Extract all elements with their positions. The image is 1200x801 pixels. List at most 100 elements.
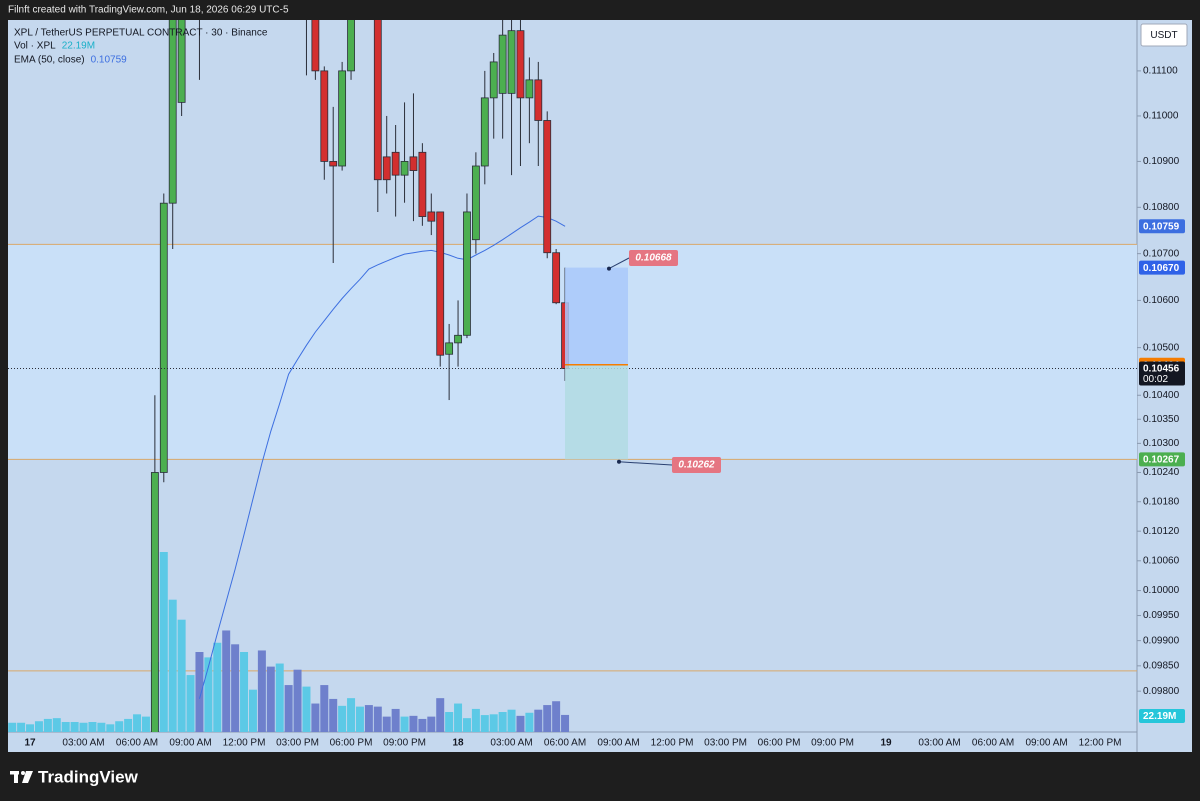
callout-label: 0.10262 bbox=[678, 460, 715, 471]
volume-bar bbox=[355, 706, 364, 732]
x-tick-label: 18 bbox=[452, 738, 464, 749]
volume-bar bbox=[409, 715, 418, 732]
volume-bar bbox=[79, 722, 88, 732]
x-tick-label: 19 bbox=[881, 738, 893, 749]
volume-bar bbox=[177, 619, 186, 732]
volume-bar bbox=[88, 722, 97, 732]
volume-bar bbox=[534, 709, 543, 732]
callout-label: 0.10668 bbox=[635, 253, 672, 264]
x-tick-label: 09:00 PM bbox=[383, 738, 426, 749]
volume-bar bbox=[561, 714, 570, 732]
candle-body bbox=[454, 334, 462, 344]
legend-title: XPL / TetherUS PERPETUAL CONTRACT · 30 ·… bbox=[14, 28, 268, 39]
y-tick-label: 0.09900 bbox=[1143, 635, 1180, 646]
volume-bar bbox=[284, 685, 293, 732]
volume-bar bbox=[26, 724, 35, 732]
y-tick-label: 0.09850 bbox=[1143, 660, 1180, 671]
volume-bar bbox=[489, 714, 498, 732]
volume-bar bbox=[195, 652, 204, 732]
volume-bar bbox=[454, 703, 463, 732]
x-tick-label: 09:00 AM bbox=[1025, 738, 1067, 749]
x-tick-label: 12:00 PM bbox=[651, 738, 694, 749]
price-axis bbox=[1137, 20, 1192, 752]
volume-bar bbox=[8, 722, 17, 732]
volume-bar bbox=[293, 669, 302, 732]
y-tick-label: 0.10600 bbox=[1143, 295, 1180, 306]
volume-bar bbox=[159, 552, 168, 732]
volume-bar bbox=[391, 708, 400, 732]
x-tick-label: 06:00 PM bbox=[758, 738, 801, 749]
callout-box[interactable] bbox=[672, 457, 721, 473]
target-zone bbox=[565, 267, 628, 365]
candle-body bbox=[311, 20, 320, 72]
candle-body bbox=[373, 20, 382, 181]
volume-bar bbox=[168, 599, 177, 732]
time-axis bbox=[8, 732, 1137, 752]
volume-bar bbox=[311, 703, 320, 732]
candle-body bbox=[177, 20, 186, 103]
x-tick-label: 06:00 AM bbox=[972, 738, 1014, 749]
header: Filnft created with TradingView.com, Jun… bbox=[8, 5, 289, 16]
price-tag bbox=[1139, 452, 1185, 467]
volume-bar bbox=[418, 718, 427, 732]
volume-bar bbox=[213, 642, 222, 732]
brand-logo bbox=[10, 771, 33, 783]
candle-body bbox=[320, 70, 329, 162]
candle-body bbox=[516, 30, 525, 99]
stop-zone bbox=[565, 364, 628, 460]
volume-bar bbox=[43, 718, 52, 732]
volume-bar bbox=[34, 721, 43, 732]
currency-box[interactable] bbox=[1140, 23, 1188, 47]
candle-body bbox=[525, 79, 534, 99]
legend-volume-value: 22.19M bbox=[62, 41, 95, 52]
x-tick-label: 09:00 AM bbox=[169, 738, 211, 749]
price-tag-label: 0.10759 bbox=[1143, 221, 1180, 232]
x-tick-label: 06:00 PM bbox=[330, 738, 373, 749]
candle-body bbox=[418, 151, 427, 217]
price-tag bbox=[1139, 260, 1185, 275]
candle-body bbox=[427, 211, 436, 222]
x-tick-label: 12:00 PM bbox=[223, 738, 266, 749]
volume-bar bbox=[275, 663, 284, 732]
volume-bar bbox=[186, 675, 195, 732]
candle-body bbox=[159, 202, 168, 473]
x-tick-label: 06:00 AM bbox=[544, 738, 586, 749]
candle-body bbox=[400, 161, 409, 176]
countdown: 00:02 bbox=[1143, 374, 1168, 385]
volume-bar bbox=[248, 689, 257, 732]
volume-bar bbox=[400, 716, 409, 732]
callout-line bbox=[608, 257, 630, 270]
candle-body bbox=[463, 211, 471, 336]
volume-bar bbox=[543, 705, 552, 732]
candle-body bbox=[543, 120, 552, 254]
y-tick-label: 0.10240 bbox=[1143, 467, 1180, 478]
volume-bar bbox=[240, 652, 249, 732]
volume-bar bbox=[382, 716, 391, 732]
overlay: 0.10668 0.10262 bbox=[565, 250, 721, 473]
callout-box[interactable] bbox=[629, 250, 678, 266]
legend-ema-value: 0.10759 bbox=[91, 55, 128, 66]
volume-bar bbox=[231, 644, 240, 732]
y-tick-label: 0.10060 bbox=[1143, 555, 1180, 566]
volume-bar bbox=[115, 721, 124, 732]
callout-dot bbox=[607, 266, 611, 271]
volume-bar bbox=[266, 666, 275, 732]
volume-bar bbox=[552, 701, 561, 732]
y-tick-label: 0.10000 bbox=[1143, 585, 1180, 596]
x-tick-label: 17 bbox=[24, 738, 36, 749]
candle-body bbox=[489, 61, 498, 99]
volume-bar bbox=[124, 718, 133, 732]
candle-body bbox=[391, 151, 400, 176]
volume-bar bbox=[445, 712, 454, 732]
volume-bar bbox=[338, 705, 347, 732]
price-tag bbox=[1139, 219, 1185, 234]
y-tick-label: 0.10700 bbox=[1143, 248, 1180, 259]
candle-body bbox=[347, 20, 355, 72]
volume-bar bbox=[61, 722, 70, 732]
candle-body bbox=[507, 30, 516, 94]
y-tick-label: 0.10300 bbox=[1143, 438, 1180, 449]
candle-body bbox=[534, 79, 543, 121]
volume-bar bbox=[364, 705, 373, 732]
volume-tag bbox=[1139, 709, 1185, 723]
